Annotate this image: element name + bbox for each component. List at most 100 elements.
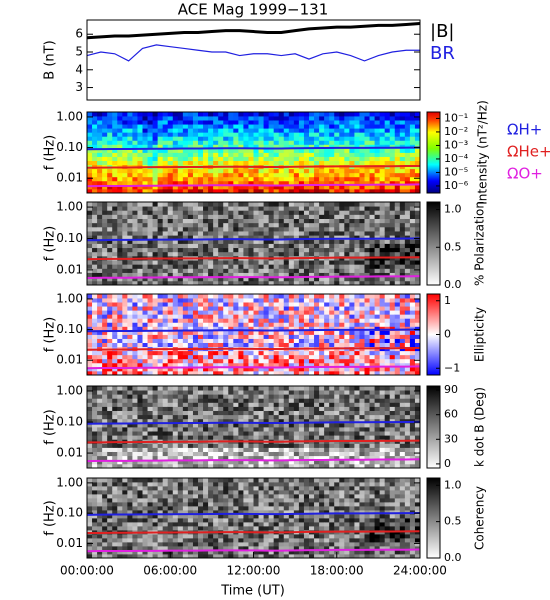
spectrogram-cell <box>273 342 280 348</box>
spectrogram-cell <box>384 112 391 117</box>
spectrogram-cell <box>293 188 300 194</box>
spectrogram-cell <box>314 410 320 416</box>
spectrogram-cell <box>354 298 360 303</box>
spectrogram-cell <box>309 140 315 145</box>
spectrogram-cell <box>278 128 285 133</box>
spectrogram-cell <box>288 298 295 303</box>
spectrogram-cell <box>248 422 254 428</box>
spectrogram-cell <box>263 362 270 368</box>
spectrogram-cell <box>359 247 365 253</box>
spectrogram-cell <box>404 260 411 265</box>
spectrogram-cell <box>309 148 315 153</box>
spectrogram-cell <box>147 264 153 269</box>
spectrogram-cell <box>97 431 103 436</box>
spectrogram-cell <box>92 202 98 207</box>
spectrogram-cell <box>162 239 169 244</box>
spectrogram-cell <box>389 294 396 299</box>
spectrogram-cell <box>298 435 305 440</box>
spectrogram-cell <box>369 136 375 141</box>
spectrogram-cell <box>228 342 234 348</box>
spectrogram-cell <box>288 422 295 428</box>
spectrogram-cell <box>278 222 285 228</box>
spectrogram-cell <box>107 310 113 315</box>
spectrogram-cell <box>258 435 264 440</box>
spectrogram-cell <box>228 152 234 157</box>
spectrogram-cell <box>263 342 270 348</box>
spectrogram-cell <box>324 116 330 121</box>
spectrogram-cell <box>314 342 320 348</box>
spectrogram-cell <box>233 202 239 207</box>
spectrogram-cell <box>258 280 264 286</box>
spectrogram-cell <box>324 202 330 207</box>
spectrogram-cell <box>127 268 133 273</box>
spectrogram-cell <box>162 431 169 436</box>
spectrogram-cell <box>97 435 103 440</box>
spectrogram-cell <box>384 322 391 327</box>
spectrogram-cell <box>137 418 143 424</box>
spectrogram-cell <box>263 156 270 161</box>
spectrogram-cell <box>87 136 93 141</box>
spectrogram-cell <box>198 431 204 436</box>
spectrogram-cell <box>268 310 275 315</box>
spectrogram-cell <box>192 447 199 452</box>
spectrogram-cell <box>127 398 133 403</box>
spectrogram-cell <box>87 247 93 253</box>
spectrogram-cell <box>298 128 305 133</box>
spectrogram-cell <box>122 180 128 186</box>
spectrogram-cell <box>218 235 224 240</box>
spectrogram-cell <box>187 152 194 157</box>
spectrogram-cell <box>248 184 254 190</box>
spectrogram-cell <box>107 463 113 469</box>
spectrogram-cell <box>92 136 98 141</box>
spectrogram-cell <box>137 188 143 194</box>
spectrogram-cell <box>369 366 375 372</box>
spectrogram-cell <box>303 366 310 372</box>
spectrogram-cell <box>273 455 280 461</box>
spectrogram-cell <box>329 326 335 331</box>
spectrogram-cell <box>182 414 189 420</box>
spectrogram-cell <box>258 338 264 343</box>
spectrogram-cell <box>233 414 239 420</box>
spectrogram-cell <box>152 350 159 356</box>
spectrogram-cell <box>187 390 194 395</box>
spectrogram-cell <box>172 218 179 224</box>
spectrogram-cell <box>147 124 153 129</box>
spectrogram-cell <box>182 310 189 315</box>
spectrogram-cell <box>203 414 209 420</box>
spectrogram-cell <box>208 148 214 153</box>
spectrogram-cell <box>112 251 118 257</box>
spectrogram-cell <box>187 136 194 141</box>
spectrogram-cell <box>334 310 340 315</box>
spectrogram-cell <box>92 435 98 440</box>
spectrogram-cell <box>182 260 189 265</box>
spectrogram-cell <box>112 136 118 141</box>
spectrogram-cell <box>319 443 325 448</box>
spectrogram-cell <box>177 318 184 323</box>
spectrogram-cell <box>374 144 381 149</box>
spectrogram-cell <box>303 251 310 257</box>
spectrogram-cell <box>132 350 138 356</box>
spectrogram-cell <box>192 247 199 253</box>
spectrogram-cell <box>384 120 391 125</box>
spectrogram-cell <box>162 152 169 157</box>
spectrogram-cell <box>293 136 300 141</box>
spectrogram-cell <box>218 390 224 395</box>
spectrogram-cell <box>258 226 264 232</box>
spectrogram-cell <box>258 418 264 424</box>
spectrogram-cell <box>233 120 239 125</box>
spectrogram-cell <box>223 394 229 399</box>
spectrogram-cell <box>319 459 325 465</box>
spectrogram-cell <box>354 260 360 265</box>
spectrogram-cell <box>228 443 234 448</box>
spectrogram-cell <box>324 302 330 307</box>
spectrogram-cell <box>238 112 244 117</box>
spectrogram-cell <box>167 314 174 319</box>
spectrogram-cell <box>243 272 249 278</box>
spectrogram-cell <box>223 222 229 228</box>
spectrogram-cell <box>319 414 325 420</box>
spectrogram-cell <box>102 124 108 129</box>
spectrogram-cell <box>97 443 103 448</box>
spectrogram-cell <box>339 302 345 307</box>
spectrogram-cell <box>182 455 189 461</box>
spectrogram-cell <box>187 247 194 253</box>
